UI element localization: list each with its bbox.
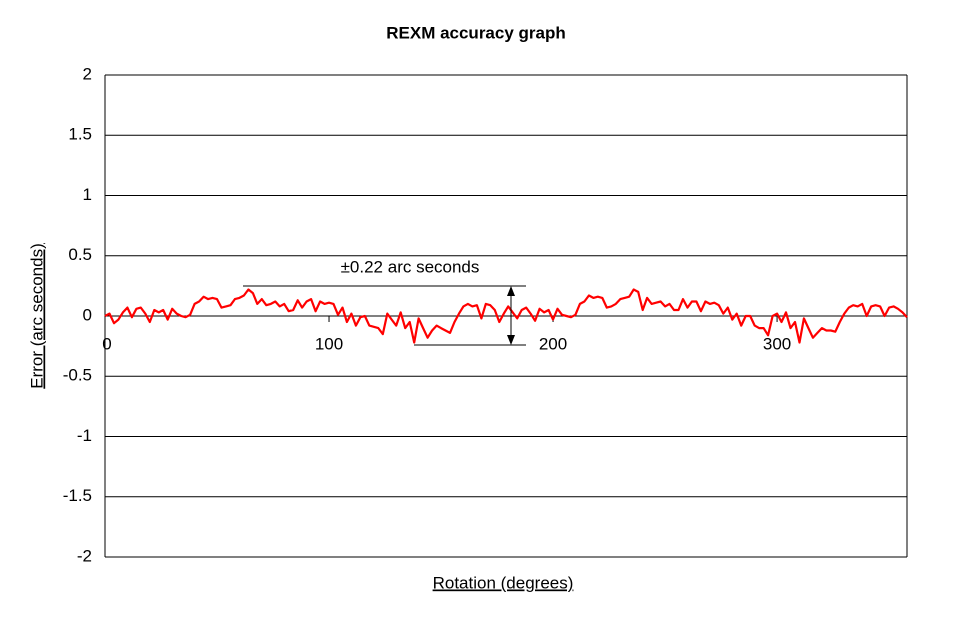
y-axis-label: Error (arc seconds)	[27, 243, 46, 388]
x-tick-label: 200	[539, 334, 567, 353]
y-tick-label: 0.5	[68, 245, 92, 264]
y-tick-label: -1.5	[63, 486, 92, 505]
y-tick-label: -1	[77, 426, 92, 445]
y-tick-label: 1.5	[68, 125, 92, 144]
data-line	[104, 288, 908, 344]
y-tick-label: 1	[83, 185, 92, 204]
annotation-text: ±0.22 arc seconds	[341, 257, 480, 276]
x-tick-label: 100	[315, 334, 343, 353]
y-tick-label: 2	[83, 64, 92, 83]
x-axis-label: Rotation (degrees)	[433, 573, 574, 592]
annotation: ±0.22 arc seconds	[243, 257, 526, 346]
y-tick-label: -0.5	[63, 366, 92, 385]
y-tick-label: -2	[77, 546, 92, 565]
chart-title: REXM accuracy graph	[386, 23, 566, 42]
y-tick-label: 0	[83, 305, 92, 324]
x-tick-label: 300	[763, 334, 791, 353]
x-tick-label: 0	[102, 334, 111, 353]
